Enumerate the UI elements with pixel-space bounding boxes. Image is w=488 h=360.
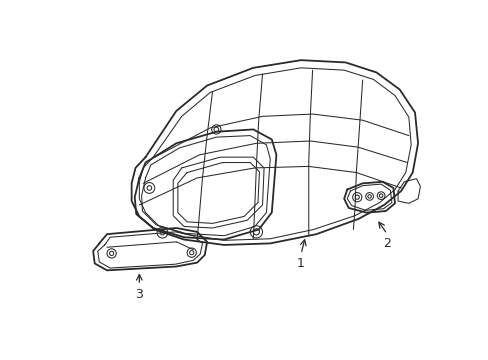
- Text: 3: 3: [135, 288, 143, 301]
- Text: 1: 1: [297, 257, 305, 270]
- Text: 2: 2: [383, 237, 390, 250]
